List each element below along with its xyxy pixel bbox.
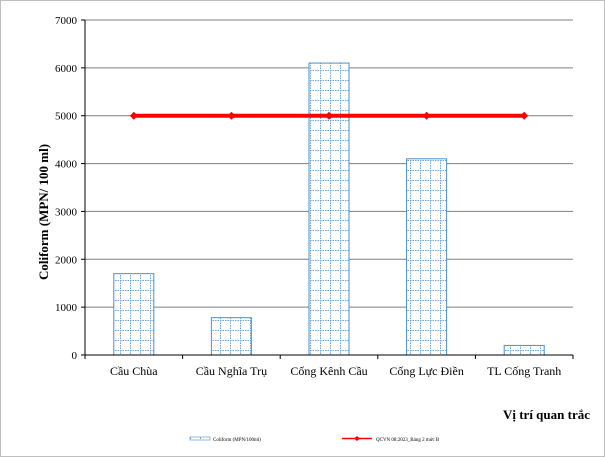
y-tick-label-1: 1000 [55,302,78,314]
legend-bar-swatch [189,436,211,441]
x-axis-title: Vị trí quan trắc [503,407,590,422]
x-tick-label-1: Cầu Nghĩa Trụ [196,364,267,378]
bar-series [113,62,545,356]
bar-3 [406,158,448,356]
standard-marker-0 [129,111,138,120]
y-tick-label-0: 0 [72,350,78,362]
y-tick-label-4: 4000 [55,159,78,171]
standard-marker-2 [325,111,333,120]
bar-4 [503,344,545,356]
standard-marker-1 [227,111,236,120]
legend-line-label: QCVN 08:2023_Bảng 2 mức B [376,438,440,443]
x-tick-label-4: TL Cống Tranh [487,364,561,378]
x-tick-label-0: Cầu Chùa [110,364,158,378]
x-tick-label-2: Cống Kênh Cầu [290,364,367,378]
legend-line-marker [354,436,360,441]
y-tick-labels: 0 1000 2000 3000 4000 5000 6000 7000 [55,15,78,362]
bar-0 [113,273,155,356]
y-tick-label-6: 6000 [55,63,78,75]
bar-2 [308,62,350,356]
x-tick-labels: Cầu Chùa Cầu Nghĩa Trụ Cống Kênh Cầu Cống L… [110,364,561,378]
bar-1 [210,317,252,356]
standard-marker-4 [520,111,529,120]
x-tick-label-3: Cống Lực Điền [389,364,464,378]
legend-bar-label: Coliform (MPN/100ml) [213,438,261,443]
y-tick-label-5: 5000 [55,111,78,123]
y-tick-label-7: 7000 [55,15,78,27]
legend: Coliform (MPN/100ml) QCVN 08:2023_Bảng 2… [189,436,440,443]
y-tick-label-2: 2000 [55,254,78,266]
y-axis-title: Coliform (MPN/ 100 ml) [36,144,51,280]
standard-marker-3 [422,111,431,120]
line-series [129,111,529,120]
axes [81,19,574,359]
y-tick-label-3: 3000 [55,206,78,218]
